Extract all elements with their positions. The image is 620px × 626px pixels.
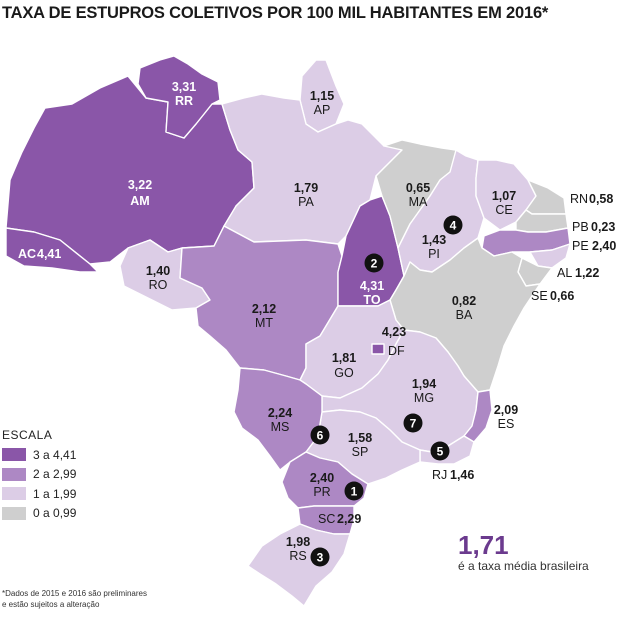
label-pe-value: 2,40 <box>592 239 616 253</box>
legend-item: 0 a 0,99 <box>2 504 76 524</box>
label-df-abbr: DF <box>388 344 405 358</box>
label-am-value: 3,22 <box>128 178 152 192</box>
label-pb-abbr: PB <box>572 220 589 234</box>
rank-marker-3-label: 3 <box>317 551 324 565</box>
label-ro-value: 1,40 <box>146 264 170 278</box>
rank-marker-5-label: 5 <box>437 445 444 459</box>
label-es-abbr: ES <box>498 417 515 431</box>
rank-marker-6: 6 <box>310 425 330 445</box>
label-rj-value: 1,46 <box>450 468 474 482</box>
rank-marker-2: 2 <box>364 253 384 273</box>
state-rs <box>247 523 351 607</box>
rank-marker-4: 4 <box>443 215 463 235</box>
label-mt-value: 2,12 <box>252 302 276 316</box>
legend-item: 3 a 4,41 <box>2 445 76 465</box>
label-ap-abbr: AP <box>314 103 331 117</box>
state-rr <box>137 55 221 139</box>
label-ce-value: 1,07 <box>492 189 516 203</box>
label-ac-abbr: AC <box>18 247 36 261</box>
label-mg-value: 1,94 <box>412 377 436 391</box>
rank-marker-6-label: 6 <box>317 429 324 443</box>
state-ac <box>5 227 99 273</box>
label-se-abbr: SE <box>531 289 548 303</box>
label-rj-abbr: RJ <box>432 468 447 482</box>
average-value: 1,71 <box>458 530 509 560</box>
footnote: *Dados de 2015 e 2016 são preliminares e… <box>2 588 172 610</box>
label-sc-value: 2,29 <box>337 512 361 526</box>
legend-item-label: 2 a 2,99 <box>33 467 77 482</box>
label-es-value: 2,09 <box>494 403 518 417</box>
label-pe-abbr: PE <box>572 239 589 253</box>
rank-marker-1: 1 <box>344 481 364 501</box>
legend-swatch <box>2 448 26 462</box>
label-mg-abbr: MG <box>414 391 434 405</box>
footnote-line-2: e estão sujeitos a alteração <box>2 600 100 609</box>
rank-marker-3: 3 <box>310 547 330 567</box>
label-rs-value: 1,98 <box>286 535 310 549</box>
legend-item-label: 1 a 1,99 <box>33 486 77 501</box>
label-ce-abbr: CE <box>495 203 512 217</box>
labels: 3,31 RR 3,22 AM AC 4,41 1,15 AP 1,79 PA … <box>18 80 616 563</box>
rank-marker-4-label: 4 <box>450 219 457 233</box>
label-rn-abbr: RN <box>570 192 588 206</box>
legend-item: 2 a 2,99 <box>2 465 76 485</box>
label-pi-abbr: PI <box>428 247 440 261</box>
label-al-abbr: AL <box>557 266 572 280</box>
label-ms-value: 2,24 <box>268 406 292 420</box>
label-se-value: 0,66 <box>550 289 574 303</box>
legend-swatch <box>2 506 26 520</box>
average-text: é a taxa média brasileira <box>458 559 589 573</box>
label-ac-value: 4,41 <box>37 247 61 261</box>
label-pr-value: 2,40 <box>310 471 334 485</box>
legend-swatch <box>2 487 26 501</box>
label-ma-abbr: MA <box>409 195 428 209</box>
legend-item: 1 a 1,99 <box>2 484 76 504</box>
label-al-value: 1,22 <box>575 266 599 280</box>
label-sp-value: 1,58 <box>348 431 372 445</box>
label-ma-value: 0,65 <box>406 181 430 195</box>
label-go-value: 1,81 <box>332 351 356 365</box>
label-to-value: 4,31 <box>360 279 384 293</box>
legend-swatch <box>2 467 26 481</box>
label-rr-value: 3,31 <box>172 80 196 94</box>
label-rs-abbr: RS <box>289 549 306 563</box>
label-df-value: 4,23 <box>382 325 406 339</box>
label-pa-value: 1,79 <box>294 181 318 195</box>
footnote-line-1: *Dados de 2015 e 2016 são preliminares <box>2 589 147 598</box>
label-ro-abbr: RO <box>149 278 168 292</box>
legend: ESCALA 3 a 4,41 2 a 2,99 1 a 1,99 0 a 0,… <box>2 428 76 523</box>
label-go-abbr: GO <box>334 366 354 380</box>
rank-marker-7-label: 7 <box>410 417 417 431</box>
rank-marker-7: 7 <box>403 413 423 433</box>
label-mt-abbr: MT <box>255 316 273 330</box>
label-to-abbr: TO <box>363 293 380 307</box>
legend-item-label: 0 a 0,99 <box>33 506 77 521</box>
label-pr-abbr: PR <box>313 485 330 499</box>
label-rr-abbr: RR <box>175 94 193 108</box>
label-ms-abbr: MS <box>271 420 290 434</box>
label-ap-value: 1,15 <box>310 89 334 103</box>
label-am-abbr: AM <box>130 194 149 208</box>
state-pb <box>515 209 569 233</box>
label-pi-value: 1,43 <box>422 233 446 247</box>
rank-marker-2-label: 2 <box>371 257 378 271</box>
label-ba-value: 0,82 <box>452 294 476 308</box>
label-sp-abbr: SP <box>352 445 369 459</box>
label-ba-abbr: BA <box>456 308 473 322</box>
map-title: TAXA DE ESTUPROS COLETIVOS POR 100 MIL H… <box>2 4 549 22</box>
rank-marker-1-label: 1 <box>351 485 358 499</box>
label-sc-abbr: SC <box>318 512 335 526</box>
legend-title: ESCALA <box>2 428 53 442</box>
label-pb-value: 0,23 <box>591 220 615 234</box>
label-rn-value: 0,58 <box>589 192 613 206</box>
average-callout: 1,71 é a taxa média brasileira <box>458 531 589 573</box>
label-pa-abbr: PA <box>298 195 314 209</box>
state-df <box>371 343 385 355</box>
legend-item-label: 3 a 4,41 <box>33 447 77 462</box>
rank-marker-5: 5 <box>430 441 450 461</box>
